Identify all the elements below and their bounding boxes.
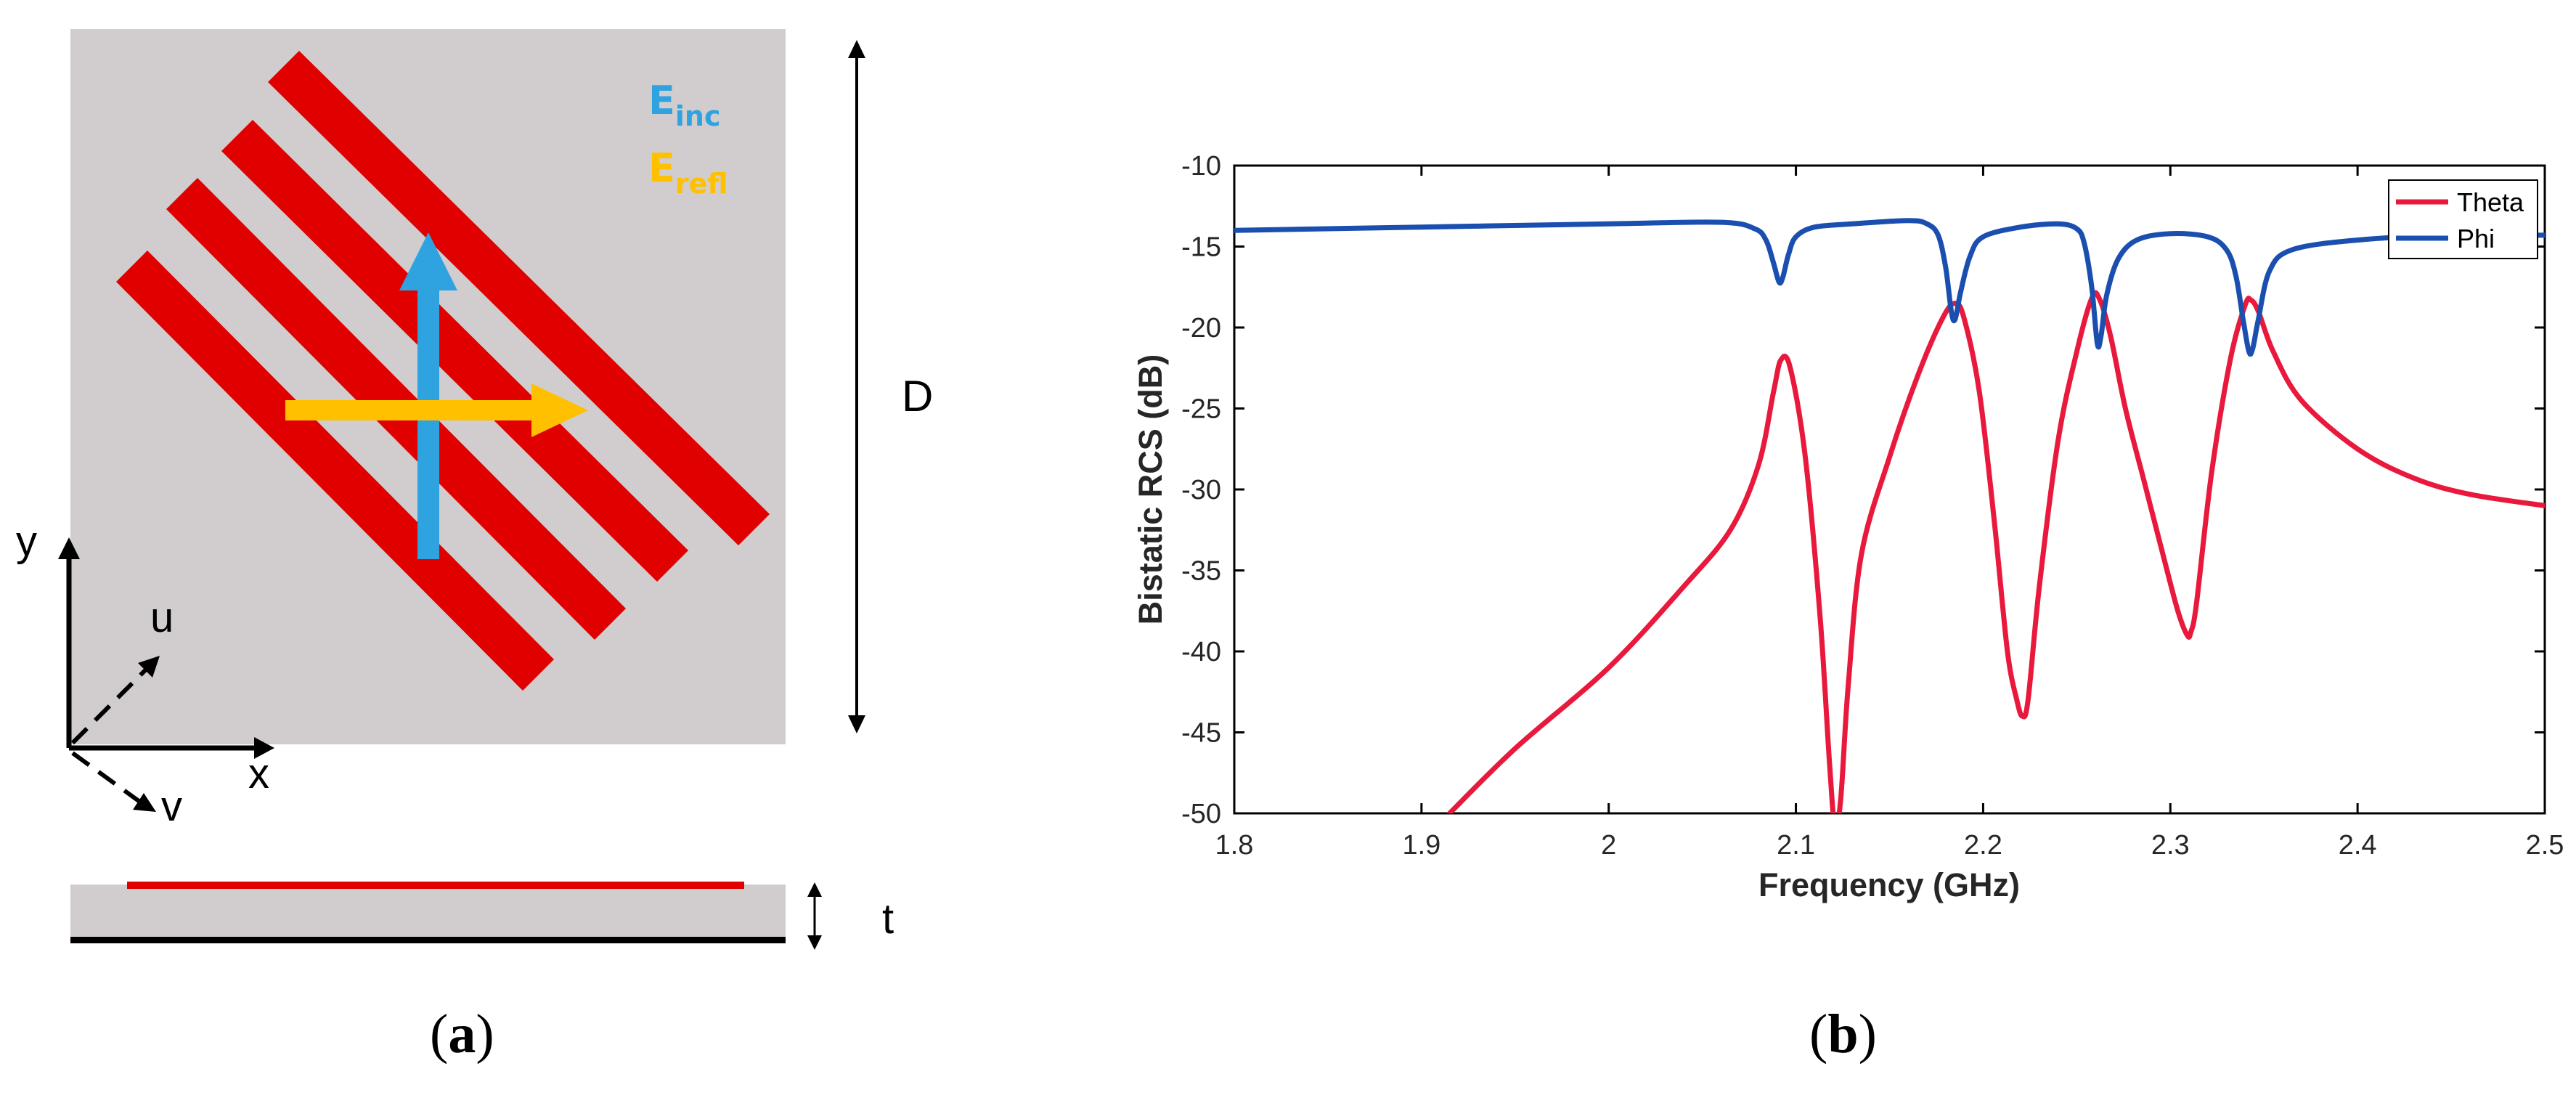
x-tick-label: 2.4 <box>2339 830 2377 861</box>
y-tick-label: -45 <box>1181 718 1221 749</box>
y-ticks: -10 -15 -20 -25 -30 -35 -40 -45 -50 <box>1181 151 2545 829</box>
panel-a: Einc Erefl D y u x v <box>16 29 933 950</box>
y-tick-label: -40 <box>1181 637 1221 667</box>
y-tick-label: -15 <box>1181 232 1221 263</box>
y-tick-label: -30 <box>1181 475 1221 505</box>
series-line-theta <box>1447 290 2545 813</box>
x-tick-label: 2 <box>1601 830 1616 861</box>
substrate-side <box>70 884 786 940</box>
plot-area <box>1233 164 2546 815</box>
x-tick-label: 2.3 <box>2151 830 2190 861</box>
y-tick-label: -35 <box>1181 556 1221 587</box>
e-refl-label: Erefl <box>648 145 728 200</box>
strip-2 <box>221 120 688 582</box>
x-axis-label: Frequency (GHz) <box>1758 866 2020 903</box>
legend-box <box>2388 179 2538 259</box>
y-tick-label: -50 <box>1181 799 1221 829</box>
x-tick-label: 2.1 <box>1777 830 1815 861</box>
e-inc-label: Einc <box>648 78 721 132</box>
panel-b-chart: 1.8 1.9 2 2.1 2.2 2.3 2.4 2.5 -10 -15 -20 -25 -30 -3… <box>1132 151 2564 903</box>
dimension-d <box>848 40 865 733</box>
e-inc-arrow <box>399 232 457 559</box>
legend-label-theta: Theta <box>2457 187 2524 217</box>
legend-label-phi: Phi <box>2457 224 2495 253</box>
side-view <box>70 882 786 943</box>
ground-plane <box>70 937 786 943</box>
legend: Theta Phi <box>2388 179 2538 259</box>
axis-u-label: u <box>150 594 174 641</box>
d-label: D <box>902 372 933 420</box>
strip-4 <box>116 251 554 691</box>
series-line-phi <box>1234 218 2545 357</box>
strip-1 <box>268 51 770 545</box>
x-tick-label: 1.8 <box>1215 830 1254 861</box>
x-ticks: 1.8 1.9 2 2.1 2.2 2.3 2.4 2.5 <box>1215 166 2564 861</box>
axis-y-label: y <box>16 518 37 565</box>
strip-side <box>127 882 744 889</box>
caption-a: (a) <box>430 1004 494 1065</box>
series-lines <box>1234 218 2545 813</box>
axis-v-label: v <box>161 783 182 830</box>
x-tick-label: 1.9 <box>1402 830 1440 861</box>
dimension-t <box>807 882 822 950</box>
y-axis-label: Bistatic RCS (dB) <box>1132 354 1169 625</box>
x-tick-label: 2.2 <box>1964 830 2002 861</box>
axis-x-label: x <box>248 750 269 797</box>
t-label: t <box>882 895 894 943</box>
x-tick-label: 2.5 <box>2526 830 2564 861</box>
caption-b: (b) <box>1809 1004 1877 1065</box>
captions: (a) (b) <box>430 1004 1877 1065</box>
y-tick-label: -25 <box>1181 394 1221 425</box>
y-tick-label: -10 <box>1181 151 1221 182</box>
coordinate-axes <box>58 537 274 812</box>
y-tick-label: -20 <box>1181 313 1221 343</box>
e-refl-arrow <box>285 383 588 437</box>
